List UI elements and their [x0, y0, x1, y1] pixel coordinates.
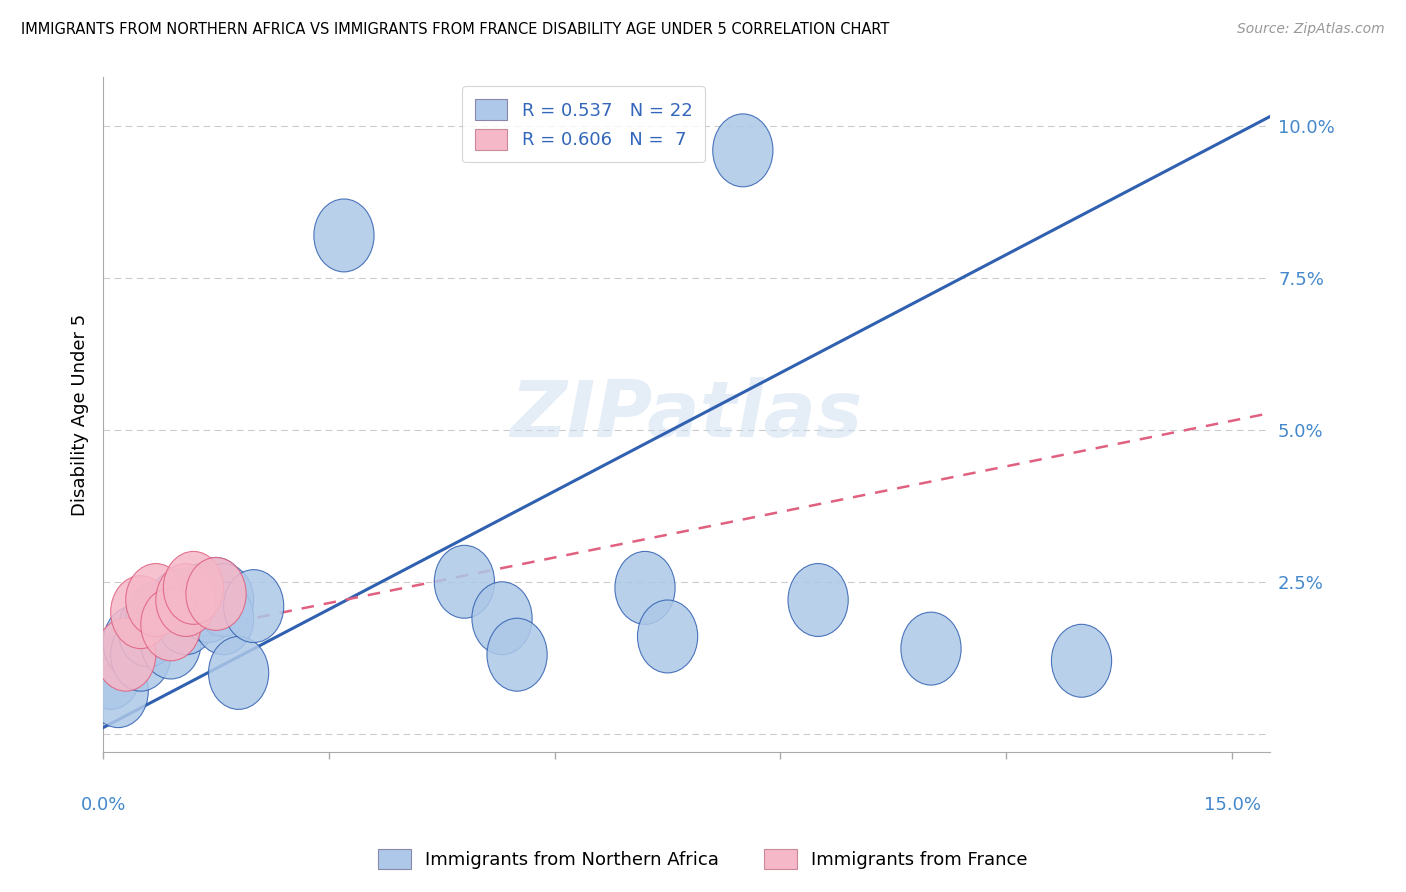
Ellipse shape: [125, 582, 186, 655]
Ellipse shape: [80, 637, 141, 709]
Ellipse shape: [96, 618, 156, 691]
Legend: Immigrants from Northern Africa, Immigrants from France: Immigrants from Northern Africa, Immigra…: [370, 839, 1036, 879]
Ellipse shape: [125, 564, 186, 637]
Text: Source: ZipAtlas.com: Source: ZipAtlas.com: [1237, 22, 1385, 37]
Ellipse shape: [713, 114, 773, 186]
Ellipse shape: [148, 570, 208, 642]
Y-axis label: Disability Age Under 5: Disability Age Under 5: [72, 314, 89, 516]
Ellipse shape: [637, 600, 697, 673]
Ellipse shape: [208, 637, 269, 709]
Text: IMMIGRANTS FROM NORTHERN AFRICA VS IMMIGRANTS FROM FRANCE DISABILITY AGE UNDER 5: IMMIGRANTS FROM NORTHERN AFRICA VS IMMIG…: [21, 22, 890, 37]
Ellipse shape: [314, 199, 374, 272]
Ellipse shape: [141, 588, 201, 661]
Ellipse shape: [172, 564, 231, 637]
Ellipse shape: [472, 582, 531, 655]
Ellipse shape: [179, 570, 239, 642]
Ellipse shape: [186, 558, 246, 631]
Ellipse shape: [118, 594, 179, 667]
Ellipse shape: [486, 618, 547, 691]
Ellipse shape: [787, 564, 848, 637]
Ellipse shape: [1052, 624, 1112, 698]
Ellipse shape: [163, 551, 224, 624]
Ellipse shape: [614, 551, 675, 624]
Ellipse shape: [901, 612, 962, 685]
Legend: R = 0.537   N = 22, R = 0.606   N =  7: R = 0.537 N = 22, R = 0.606 N = 7: [463, 87, 704, 162]
Ellipse shape: [194, 582, 253, 655]
Ellipse shape: [111, 575, 172, 648]
Ellipse shape: [103, 606, 163, 679]
Ellipse shape: [89, 655, 148, 728]
Ellipse shape: [111, 618, 172, 691]
Text: ZIPatlas: ZIPatlas: [510, 376, 862, 452]
Ellipse shape: [186, 558, 246, 631]
Text: 0.0%: 0.0%: [80, 796, 125, 814]
Ellipse shape: [224, 570, 284, 642]
Ellipse shape: [434, 545, 495, 618]
Ellipse shape: [194, 564, 253, 637]
Ellipse shape: [156, 582, 217, 655]
Ellipse shape: [141, 606, 201, 679]
Ellipse shape: [156, 564, 217, 637]
Text: 15.0%: 15.0%: [1204, 796, 1261, 814]
